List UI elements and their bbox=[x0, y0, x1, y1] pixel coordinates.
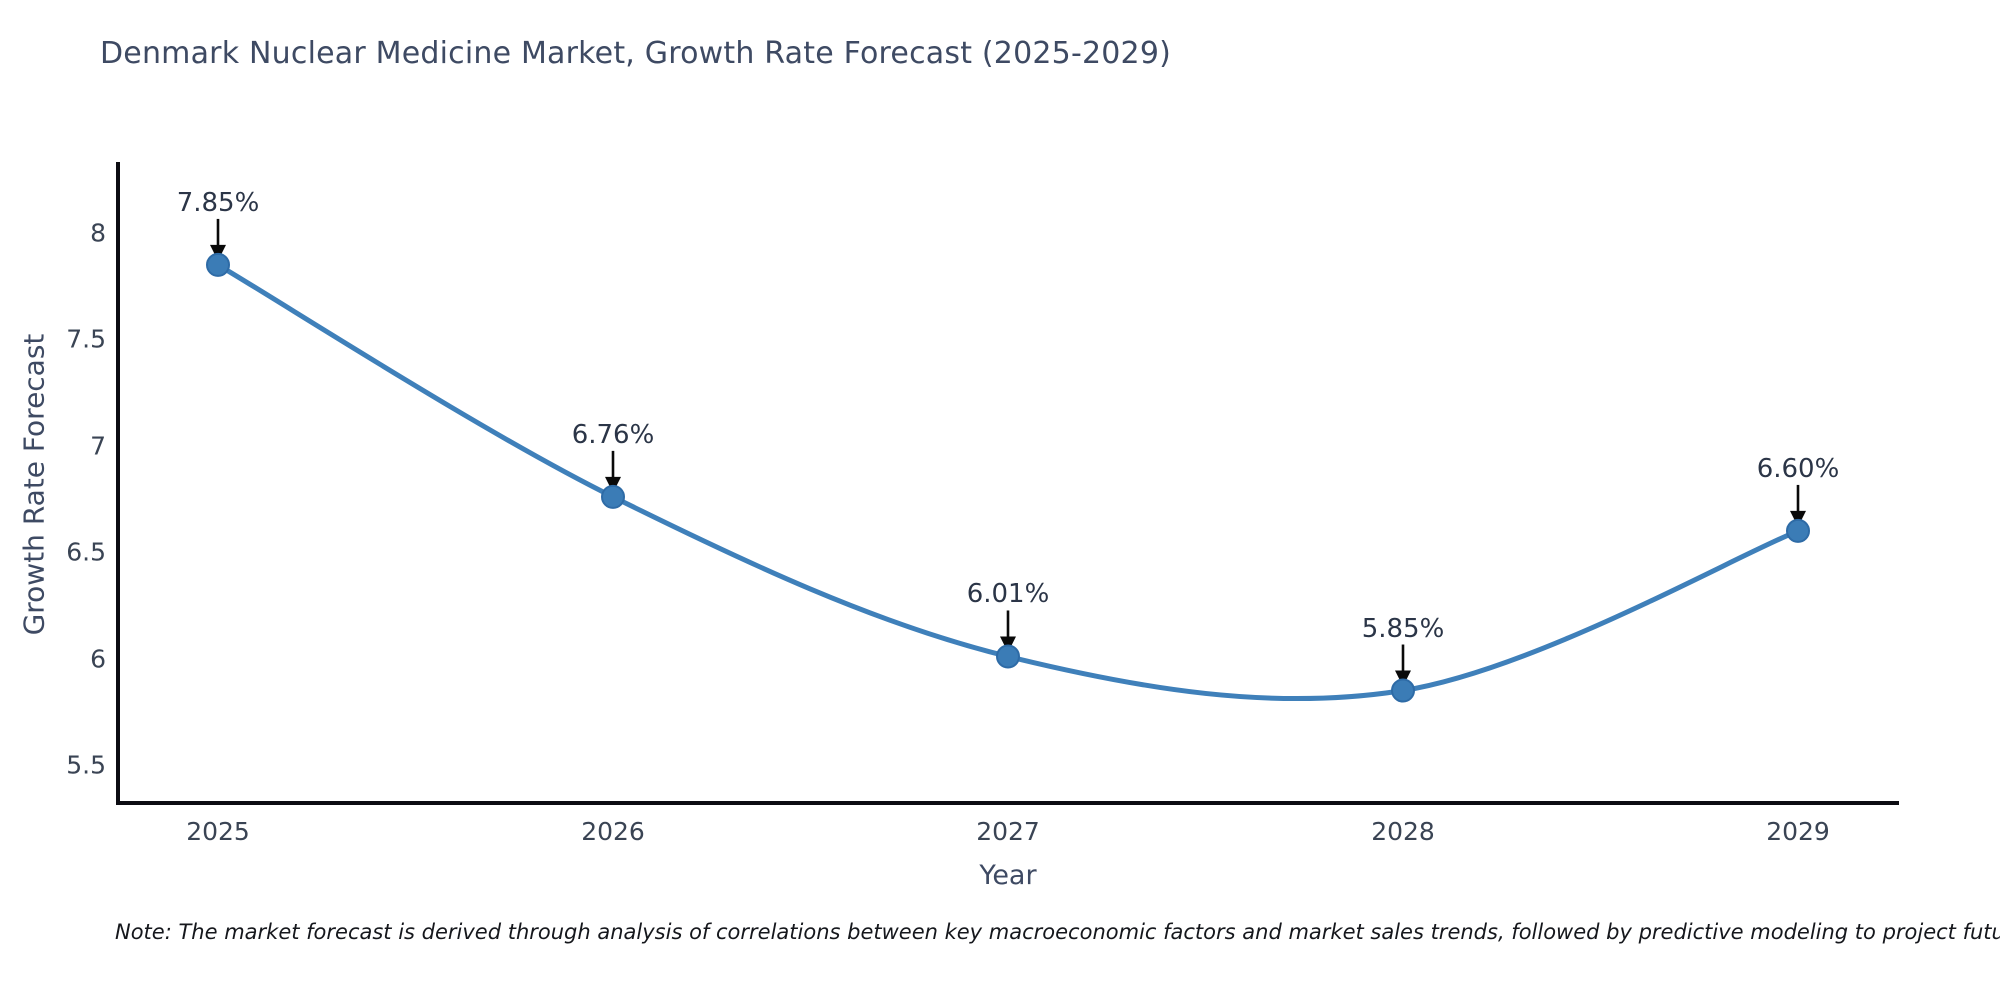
footnote: Note: The market forecast is derived thr… bbox=[115, 920, 2000, 944]
chart-title: Denmark Nuclear Medicine Market, Growth … bbox=[100, 36, 1172, 71]
y-tick-label-6.5: 6.5 bbox=[66, 537, 106, 567]
y-tick-label-8: 8 bbox=[90, 218, 106, 248]
x-tick-label-2025: 2025 bbox=[186, 817, 250, 846]
data-point-marker-2027[interactable] bbox=[996, 644, 1020, 669]
point-label-2026: 6.76% bbox=[571, 419, 655, 450]
data-point-marker-2028[interactable] bbox=[1391, 678, 1415, 703]
y-tick-label-5.5: 5.5 bbox=[66, 750, 106, 780]
y-tick-label-6: 6 bbox=[90, 644, 106, 674]
data-point-marker-2026[interactable] bbox=[601, 484, 625, 509]
point-label-2027: 6.01% bbox=[966, 579, 1050, 610]
y-tick-label-7.5: 7.5 bbox=[66, 324, 106, 354]
x-tick-label-2029: 2029 bbox=[1766, 817, 1830, 846]
point-label-2028: 5.85% bbox=[1361, 613, 1445, 644]
point-label-2029: 6.60% bbox=[1756, 453, 1840, 484]
data-point-marker-2029[interactable] bbox=[1786, 518, 1810, 543]
point-label-2025: 7.85% bbox=[176, 187, 260, 218]
y-tick-label-7: 7 bbox=[90, 431, 106, 461]
x-tick-label-2027: 2027 bbox=[976, 817, 1040, 846]
data-point-marker-2025[interactable] bbox=[206, 252, 230, 277]
x-axis-title: Year bbox=[979, 860, 1037, 891]
x-tick-label-2028: 2028 bbox=[1371, 817, 1435, 846]
x-tick-label-2026: 2026 bbox=[581, 817, 645, 846]
